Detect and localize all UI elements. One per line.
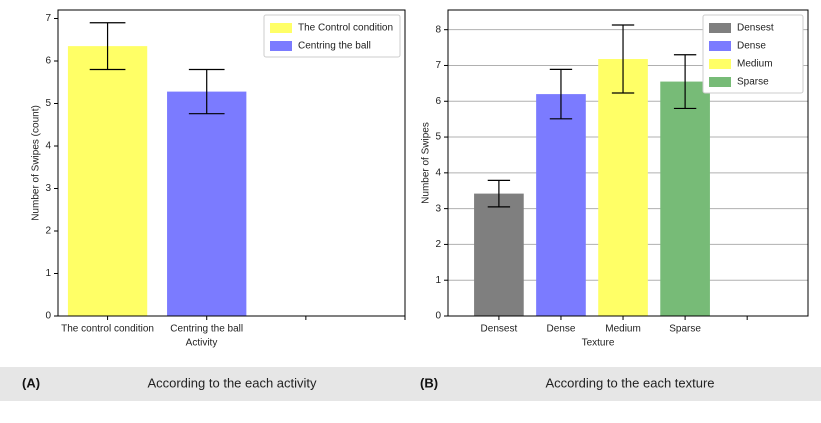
y-tick-label: 0	[435, 311, 441, 322]
caption-band	[0, 367, 821, 401]
x-axis-label: Texture	[582, 338, 615, 349]
x-axis-label: Activity	[186, 338, 218, 349]
legend-box	[263, 14, 401, 58]
y-tick-label: 5	[435, 132, 441, 143]
legend-label: Sparse	[737, 77, 769, 88]
legend-label: The Control condition	[298, 23, 393, 34]
y-axis-label: Number of Swipes (count)	[31, 105, 42, 221]
legend-label: Medium	[737, 59, 773, 70]
y-tick-label: 6	[435, 96, 441, 107]
caption-label: (A)	[22, 375, 40, 390]
legend-swatch	[709, 41, 731, 51]
error-bar	[188, 68, 225, 115]
legend-swatch	[270, 23, 292, 33]
bar	[167, 91, 247, 316]
y-tick-label: 6	[45, 56, 51, 67]
bar	[536, 94, 586, 317]
y-tick-label: 3	[435, 203, 441, 214]
legend-swatch	[709, 77, 731, 87]
x-tick-label: Dense	[547, 324, 576, 335]
legend-swatch	[270, 41, 292, 51]
bar	[598, 59, 648, 316]
caption-label: (B)	[420, 375, 438, 390]
bar	[474, 193, 524, 316]
error-bar	[89, 22, 126, 71]
y-tick-label: 7	[435, 60, 441, 71]
x-tick-label: The control condition	[61, 324, 154, 335]
y-tick-label: 7	[45, 13, 51, 24]
legend-swatch	[709, 23, 731, 33]
bar	[660, 81, 710, 316]
caption-text: According to the each activity	[147, 375, 317, 390]
plot-frame	[57, 9, 406, 317]
legend-label: Centring the ball	[298, 41, 371, 52]
y-tick-label: 3	[45, 183, 51, 194]
error-bar	[611, 24, 635, 94]
x-tick-label: Medium	[605, 324, 641, 335]
error-bar	[549, 68, 573, 120]
legend-label: Dense	[737, 41, 766, 52]
y-tick-label: 1	[435, 275, 441, 286]
plot-frame	[447, 9, 809, 317]
x-tick-label: Sparse	[669, 324, 701, 335]
y-tick-label: 2	[45, 226, 51, 237]
legend-box	[702, 14, 804, 94]
y-tick-label: 0	[45, 311, 51, 322]
x-tick-label: Centring the ball	[170, 324, 243, 335]
y-tick-label: 4	[45, 141, 51, 152]
error-bar	[673, 54, 697, 110]
x-tick-label: Densest	[481, 324, 518, 335]
error-bar	[487, 179, 511, 208]
legend-swatch	[709, 59, 731, 69]
y-tick-label: 8	[435, 24, 441, 35]
y-tick-label: 1	[45, 268, 51, 279]
legend-label: Densest	[737, 23, 774, 34]
bar	[67, 46, 148, 316]
y-axis-label: Number of Swipes	[421, 122, 432, 204]
caption-text: According to the each texture	[545, 375, 714, 390]
y-tick-label: 2	[435, 239, 441, 250]
y-tick-label: 4	[435, 167, 441, 178]
y-tick-label: 5	[45, 98, 51, 109]
